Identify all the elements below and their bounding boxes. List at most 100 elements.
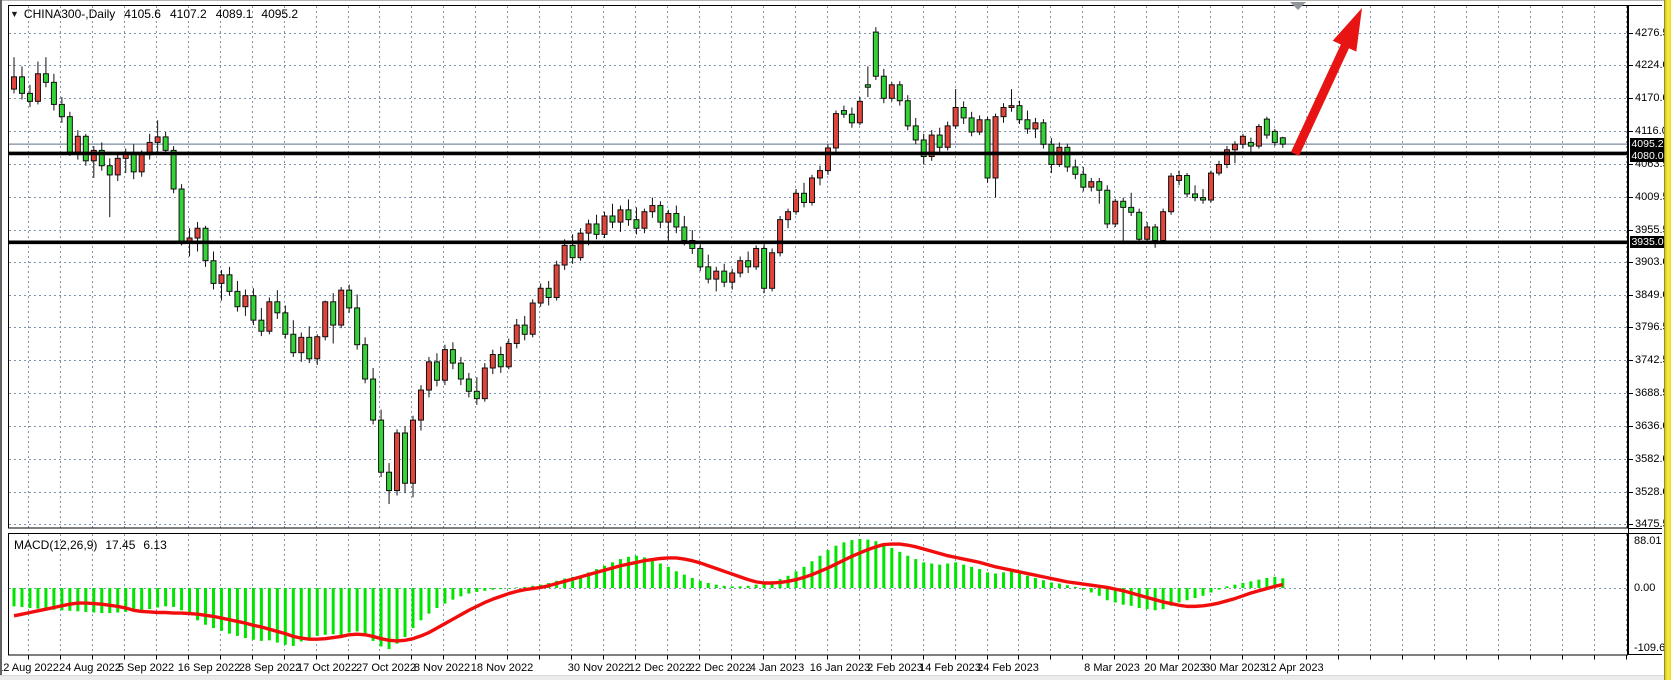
candle-down: [42, 73, 49, 83]
price-tag: 4095.2: [1630, 138, 1665, 151]
price-axis-label: 4276.5: [1635, 27, 1669, 39]
candle-up: [561, 244, 568, 266]
chart-shift-marker-icon: [1290, 2, 1306, 10]
date-axis-label: 16 Sep 2022: [177, 662, 241, 674]
candle-down: [1271, 130, 1278, 143]
candle-down: [721, 270, 728, 283]
candle-down: [705, 266, 712, 280]
candle-up: [1032, 122, 1039, 130]
date-axis-label: 5 Sep 2022: [117, 662, 175, 674]
candle-down: [1104, 189, 1111, 225]
candle-down: [657, 205, 664, 223]
candle-down: [274, 301, 281, 314]
candle-up: [952, 106, 959, 127]
candle-down: [202, 227, 209, 262]
date-axis-label: 27 Oct 2022: [356, 662, 416, 674]
date-axis-label: 28 Sep 2022: [238, 662, 302, 674]
price-axis-label: 3742.5: [1635, 354, 1669, 367]
candle-down: [457, 362, 464, 380]
candle-up: [11, 76, 17, 90]
date-axis-label: 30 Nov 2022: [567, 662, 631, 674]
candle-up: [138, 154, 145, 173]
candle-up: [537, 287, 544, 304]
candle-down: [130, 152, 137, 173]
symbol-timeframe: CHINA300-,Daily: [23, 7, 116, 21]
candle-down: [569, 244, 576, 259]
candle-down: [66, 116, 73, 153]
indicator-label: MACD(12,26,9) 17.45 6.13: [14, 538, 167, 552]
date-axis-label: 2 Feb 2023: [867, 662, 923, 674]
date-axis-label: 12 Dec 2022: [628, 662, 692, 674]
candle-up: [417, 389, 424, 421]
candle-down: [26, 92, 33, 102]
price-axis-label: 4009.5: [1635, 190, 1669, 203]
macd-signal-line: [13, 542, 1284, 643]
candle-down: [402, 432, 409, 484]
candle-down: [250, 295, 257, 321]
candle-up: [34, 73, 41, 102]
date-axis-label: 12 Aug 2022: [0, 662, 59, 674]
candle-down: [545, 287, 552, 299]
ohlc-low: 4089.1: [215, 7, 253, 21]
trend-arrow: [1290, 8, 1362, 156]
price-axis-label: 3688.5: [1635, 387, 1669, 400]
candle-down: [840, 110, 847, 115]
candle-down: [1200, 197, 1207, 201]
candle-down: [1279, 137, 1286, 145]
candle-down: [633, 219, 640, 229]
candle-up: [338, 289, 345, 326]
candle-down: [848, 113, 855, 124]
candle-down: [681, 226, 688, 241]
symbol-marker-icon: ▼: [10, 9, 19, 19]
candle-up: [832, 113, 839, 149]
candle-up: [928, 134, 935, 158]
candle-down: [362, 344, 369, 380]
candle-up: [1000, 106, 1007, 118]
candle-up: [1056, 146, 1063, 165]
candle-down: [282, 312, 289, 335]
candle-down: [1024, 119, 1031, 130]
price-tag: 4080.0: [1630, 150, 1665, 163]
ohlc-close: 4095.2: [261, 7, 299, 21]
date-axis-label: 14 Feb 2023: [919, 662, 981, 674]
candle-down: [370, 378, 377, 421]
indicator-macd-value: 17.45: [105, 538, 136, 552]
candle-up: [1176, 175, 1183, 181]
candle-down: [306, 336, 313, 360]
date-axis-label: 17 Oct 2022: [297, 662, 357, 674]
candle-down: [1263, 118, 1270, 136]
candle-down: [761, 247, 768, 289]
window-left-edge: [0, 0, 2, 680]
macd-axis-label: 0.00: [1634, 582, 1656, 594]
candle-down: [912, 125, 919, 141]
candle-down: [170, 149, 177, 190]
candle-up: [553, 264, 560, 299]
candles-group: [11, 27, 1286, 505]
candle-up: [577, 232, 584, 259]
price-axis-label: 3796.5: [1635, 321, 1669, 334]
candle-down: [354, 307, 361, 346]
candle-down: [1064, 146, 1071, 168]
candle-down: [258, 319, 265, 332]
date-axis-label: 4 Jan 2023: [749, 662, 805, 674]
candle-down: [290, 333, 297, 354]
candle-up: [649, 205, 656, 213]
date-axis-label: 18 Nov 2022: [470, 662, 534, 674]
candle-up: [1168, 175, 1175, 213]
candle-up: [90, 149, 97, 162]
candle-down: [1072, 166, 1079, 175]
candle-down: [465, 378, 472, 392]
candle-up: [617, 209, 624, 223]
candle-up: [1208, 172, 1214, 201]
price-axis-label: 4116.0: [1635, 125, 1668, 138]
candle-up: [481, 367, 488, 400]
price-axis-label: 3528.0: [1635, 485, 1669, 498]
candle-down: [497, 354, 504, 368]
candle-down: [1192, 193, 1199, 199]
candle-down: [1152, 226, 1159, 241]
candle-down: [521, 324, 528, 335]
candle-down: [473, 390, 480, 400]
candle-up: [266, 301, 273, 332]
